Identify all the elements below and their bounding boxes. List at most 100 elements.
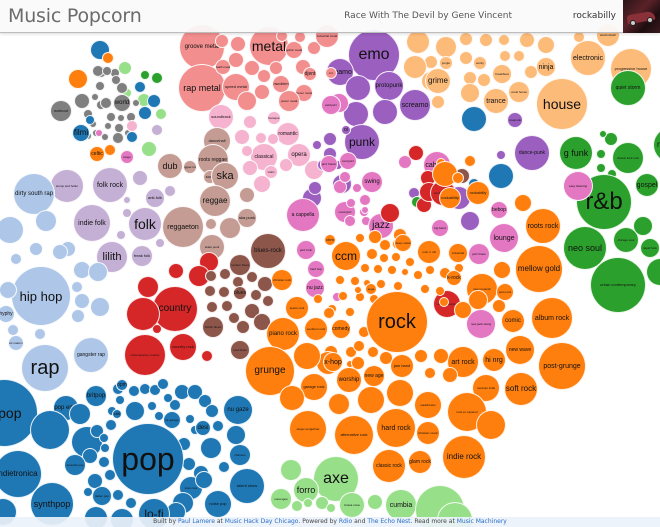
genre-bubble[interactable]: new wave	[505, 335, 535, 365]
genre-bubble[interactable]	[496, 150, 506, 160]
genre-bubble[interactable]	[99, 433, 109, 443]
genre-bubble[interactable]	[125, 401, 145, 421]
genre-bubble[interactable]	[368, 230, 382, 244]
genre-bubble[interactable]	[262, 295, 274, 307]
genre-bubble[interactable]	[250, 289, 262, 301]
genre-bubble[interactable]	[228, 312, 240, 324]
genre-bubble[interactable]	[205, 404, 219, 418]
genre-bubble[interactable]	[464, 155, 476, 167]
genre-bubble[interactable]	[345, 75, 371, 101]
genre-bubble[interactable]	[90, 297, 110, 317]
genre-bubble[interactable]: acid jazz	[321, 95, 341, 115]
genre-bubble[interactable]	[338, 291, 348, 301]
genre-bubble[interactable]: deep metal	[394, 234, 412, 252]
genre-bubble[interactable]: space rock	[285, 296, 309, 320]
genre-bubble[interactable]	[424, 367, 436, 379]
genre-bubble[interactable]	[95, 129, 103, 137]
genre-bubble[interactable]	[479, 33, 493, 47]
genre-bubble[interactable]	[493, 261, 511, 279]
genre-bubble[interactable]: power metal	[278, 90, 300, 112]
genre-bubble[interactable]: classic funk rock	[612, 142, 644, 174]
genre-bubble[interactable]	[100, 97, 112, 109]
genre-bubble[interactable]: celtic	[89, 146, 105, 162]
genre-bubble[interactable]	[221, 300, 233, 312]
genre-bubble[interactable]: italian pop	[92, 486, 112, 506]
genre-bubble[interactable]	[138, 106, 152, 120]
genre-bubble[interactable]	[367, 494, 383, 510]
genre-bubble[interactable]	[239, 187, 255, 203]
author-link[interactable]: Paul Lamere	[177, 518, 215, 525]
genre-bubble[interactable]: new age	[363, 365, 385, 387]
genre-bubble[interactable]: c86	[112, 409, 122, 419]
genre-bubble[interactable]	[366, 248, 378, 260]
genre-bubble[interactable]: folk	[128, 207, 162, 241]
genre-bubble[interactable]	[116, 230, 126, 240]
genre-bubble[interactable]: album rock	[531, 297, 573, 339]
genre-bubble[interactable]: anti-folk	[145, 188, 165, 208]
genre-bubble[interactable]	[206, 301, 218, 313]
genre-bubble[interactable]	[95, 81, 105, 91]
genre-bubble[interactable]	[339, 171, 351, 183]
genre-bubble[interactable]: a cappella	[286, 198, 320, 232]
genre-bubble[interactable]: hi nrg	[482, 348, 506, 372]
genre-bubble[interactable]	[401, 268, 409, 276]
genre-bubble[interactable]	[226, 425, 246, 445]
genre-bubble[interactable]: chanson	[229, 444, 251, 466]
genre-bubble[interactable]	[101, 133, 109, 141]
genre-bubble[interactable]	[351, 356, 365, 370]
genre-bubble[interactable]: comic	[501, 309, 525, 333]
genre-bubble[interactable]	[242, 160, 258, 176]
genre-bubble[interactable]	[71, 309, 85, 323]
genre-bubble[interactable]: classic rock	[372, 449, 406, 483]
genre-bubble[interactable]: gangster rap	[73, 337, 109, 373]
genre-bubble[interactable]: jazz fusion	[320, 155, 338, 173]
genre-bubble[interactable]	[439, 297, 449, 307]
genre-bubble[interactable]: gothic metal	[285, 41, 303, 59]
genre-bubble[interactable]	[102, 52, 114, 64]
genre-bubble[interactable]: soul blues	[230, 340, 250, 360]
genre-bubble[interactable]	[303, 498, 313, 508]
genre-bubble[interactable]: rock 'n roll	[417, 240, 441, 264]
genre-bubble[interactable]	[379, 239, 391, 251]
genre-bubble[interactable]	[102, 66, 112, 76]
genre-bubble[interactable]: mellow gold	[515, 245, 563, 293]
genre-bubble[interactable]	[74, 93, 90, 109]
genre-bubble[interactable]: industrial	[448, 243, 468, 263]
genre-bubble[interactable]: west coast rap	[8, 335, 24, 351]
genre-bubble[interactable]	[492, 299, 506, 313]
genre-bubble[interactable]	[280, 459, 302, 481]
genre-bubble[interactable]	[435, 36, 457, 58]
genre-bubble[interactable]	[499, 50, 511, 62]
genre-bubble[interactable]	[353, 340, 365, 352]
genre-bubble[interactable]: swing	[361, 171, 383, 193]
genre-bubble[interactable]	[361, 206, 369, 214]
genre-bubble[interactable]	[308, 181, 322, 195]
genre-bubble[interactable]: indie folk	[73, 204, 111, 242]
genre-bubble[interactable]: country rock	[169, 333, 197, 361]
genre-bubble[interactable]	[141, 141, 157, 157]
genre-bubble[interactable]: dub	[157, 153, 183, 179]
genre-bubble[interactable]	[391, 252, 401, 262]
genre-bubble[interactable]: blues	[233, 286, 247, 300]
genre-bubble[interactable]: jam band	[390, 354, 414, 378]
genre-bubble[interactable]	[253, 175, 271, 193]
genre-bubble[interactable]	[126, 131, 138, 143]
genre-bubble[interactable]: vocal house	[508, 81, 530, 103]
genre-bubble[interactable]	[115, 395, 125, 405]
genre-bubble[interactable]	[155, 238, 165, 248]
genre-bubble[interactable]	[117, 114, 125, 122]
genre-bubble[interactable]: gospel	[635, 173, 659, 197]
genre-bubble[interactable]: ninja	[536, 57, 556, 77]
genre-bubble[interactable]: k-rock	[446, 270, 462, 286]
genre-bubble[interactable]	[52, 244, 68, 260]
genre-bubble[interactable]	[393, 281, 403, 291]
genre-bubble[interactable]	[386, 379, 414, 407]
genre-bubble[interactable]	[367, 346, 379, 358]
genre-bubble[interactable]	[30, 410, 70, 450]
genre-bubble[interactable]	[10, 253, 22, 265]
genre-bubble[interactable]	[116, 82, 128, 94]
genre-bubble[interactable]: sega	[365, 283, 377, 295]
genre-bubble[interactable]: christian rock	[271, 269, 293, 291]
genre-bubble[interactable]	[335, 275, 345, 285]
genre-bubble[interactable]	[376, 279, 386, 289]
